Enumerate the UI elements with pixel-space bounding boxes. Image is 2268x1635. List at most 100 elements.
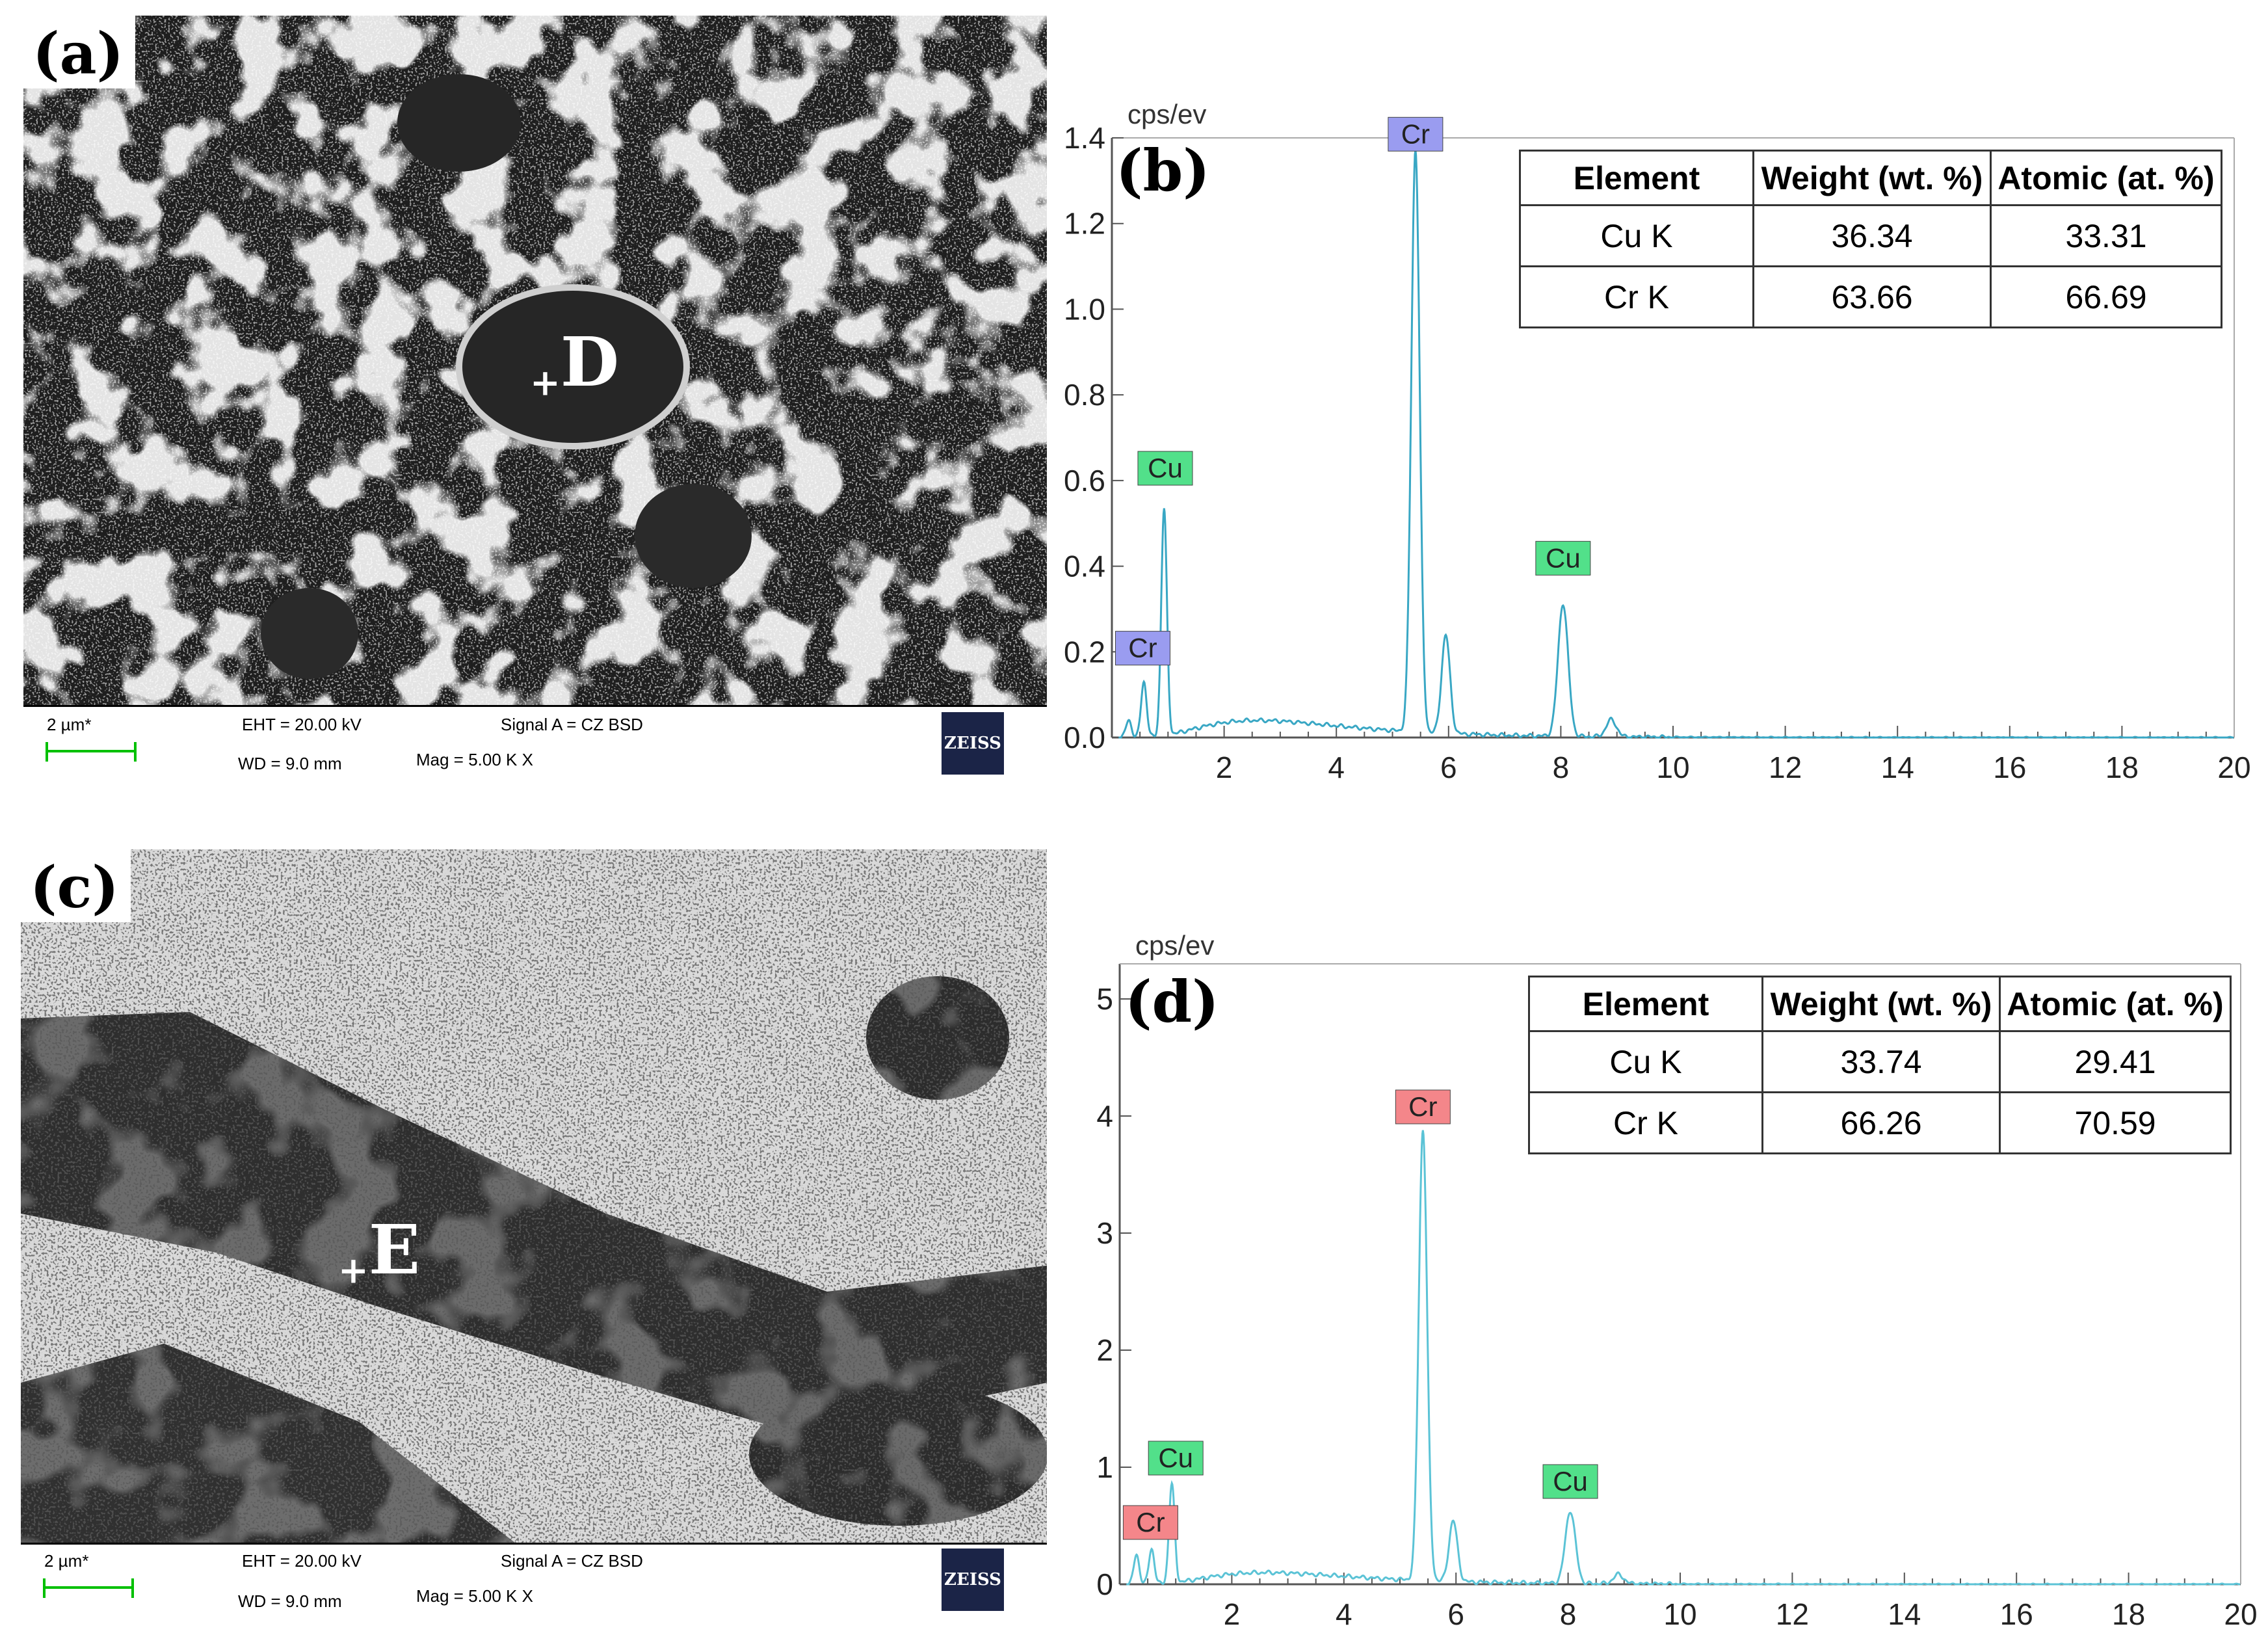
x-tick-label: 10 <box>1663 1597 1696 1631</box>
spectrum-line <box>1126 1130 2241 1586</box>
wd-value: WD = 9.0 mm <box>238 754 342 773</box>
table-header-row: Element Weight (wt. %) Atomic (at. %) <box>1519 150 2222 206</box>
x-tick-label: 20 <box>2217 751 2250 784</box>
y-tick-label: 0 <box>1096 1567 1113 1601</box>
panel-label-a: (a) <box>23 16 136 88</box>
mag-value: Mag = 5.00 K X <box>416 750 533 769</box>
peak-label: Cr <box>1136 1507 1165 1537</box>
peak-label: Cr <box>1408 1091 1437 1122</box>
x-tick-label: 12 <box>1776 1597 1809 1631</box>
signal-value: Signal A = CZ BSD <box>501 1551 643 1571</box>
header-atomic: Atomic (at. %) <box>1990 150 2222 206</box>
table-row: Cu K 36.34 33.31 <box>1519 204 2222 267</box>
sem-texture-a <box>23 16 1047 705</box>
x-tick-label: 2 <box>1216 751 1233 784</box>
x-tick-label: 14 <box>1888 1597 1921 1631</box>
y-unit-label-b: cps/ev <box>1127 99 1207 129</box>
x-tick-label: 4 <box>1328 751 1345 784</box>
cell-weight: 33.74 <box>1761 1030 2001 1093</box>
peak-label: Cu <box>1553 1466 1588 1496</box>
sem-image-c <box>21 849 1047 1543</box>
x-tick-label: 10 <box>1656 751 1689 784</box>
cell-element: Cu K <box>1519 204 1754 267</box>
peak-label-box <box>1122 1505 1178 1540</box>
zeiss-logo: ZEISS <box>942 712 1004 775</box>
header-weight: Weight (wt. %) <box>1752 150 1992 206</box>
y-tick-label: 0.2 <box>1064 635 1105 669</box>
scale-label: 2 µm* <box>44 1551 89 1571</box>
point-marker-d: +D <box>530 322 620 405</box>
marker-plus-icon: + <box>338 1249 369 1292</box>
peak-label-box <box>1388 116 1444 152</box>
x-tick-label: 8 <box>1553 751 1570 784</box>
cell-atomic: 66.69 <box>1990 265 2222 328</box>
y-tick-label: 4 <box>1096 1099 1113 1133</box>
cell-weight: 63.66 <box>1752 265 1992 328</box>
peak-label-box <box>1535 540 1591 576</box>
eht-value: EHT = 20.00 kV <box>242 1551 362 1571</box>
x-tick-label: 6 <box>1447 1597 1464 1631</box>
marker-plus-icon: + <box>530 361 560 405</box>
table-row: Cu K 33.74 29.41 <box>1528 1030 2232 1093</box>
x-tick-label: 6 <box>1440 751 1457 784</box>
x-tick-label: 12 <box>1769 751 1802 784</box>
y-tick-label: 0.8 <box>1064 378 1105 412</box>
composition-table-b: Element Weight (wt. %) Atomic (at. %) Cu… <box>1519 150 2222 328</box>
y-tick-label: 1.0 <box>1064 292 1105 326</box>
header-weight: Weight (wt. %) <box>1761 976 2001 1032</box>
x-tick-label: 8 <box>1560 1597 1577 1631</box>
peak-label: Cr <box>1401 118 1430 149</box>
scale-bar <box>43 1578 134 1598</box>
cell-weight: 36.34 <box>1752 204 1992 267</box>
x-tick-label: 4 <box>1336 1597 1352 1631</box>
peak-label: Cu <box>1148 453 1183 483</box>
sem-texture-c <box>21 849 1047 1543</box>
x-tick-label: 2 <box>1224 1597 1241 1631</box>
peak-label-box <box>1137 451 1193 486</box>
y-tick-label: 5 <box>1096 982 1113 1016</box>
cell-atomic: 70.59 <box>1999 1091 2232 1154</box>
peak-label-box <box>1542 1464 1598 1499</box>
wd-value: WD = 9.0 mm <box>238 1591 342 1611</box>
table-header-row: Element Weight (wt. %) Atomic (at. %) <box>1528 976 2232 1032</box>
cell-atomic: 29.41 <box>1999 1030 2232 1093</box>
signal-value: Signal A = CZ BSD <box>501 715 643 734</box>
sem-databar-c: 2 µm* EHT = 20.00 kV Signal A = CZ BSD W… <box>21 1543 1047 1617</box>
cell-weight: 66.26 <box>1761 1091 2001 1154</box>
peak-label: Cu <box>1158 1442 1193 1473</box>
mag-value: Mag = 5.00 K X <box>416 1586 533 1606</box>
point-marker-e: +E <box>338 1210 421 1292</box>
spectrum-line <box>1118 150 2234 739</box>
cell-element: Cu K <box>1528 1030 1763 1093</box>
scale-bar <box>46 742 137 762</box>
sem-databar-a: 2 µm* EHT = 20.00 kV Signal A = CZ BSD W… <box>23 705 1047 780</box>
eds-spectrum-b: 2 4 6 8 10 12 14 16 18 20 0.0 0.2 0.4 0.6 0.8 1.0 1.2 1.4… <box>1064 116 2251 784</box>
y-tick-label: 0.4 <box>1064 550 1105 583</box>
eht-value: EHT = 20.00 kV <box>242 715 362 734</box>
header-element: Element <box>1519 150 1754 206</box>
sem-image-a <box>23 16 1047 705</box>
x-tick-label: 16 <box>1993 751 2026 784</box>
panel-label-c: (c) <box>21 849 131 922</box>
y-tick-label: 0.0 <box>1064 721 1105 754</box>
y-tick-label: 0.6 <box>1064 464 1105 498</box>
y-tick-label: 2 <box>1096 1333 1113 1367</box>
header-element: Element <box>1528 976 1763 1032</box>
panel-label-d: (d) <box>1125 968 1219 1035</box>
y-tick-label: 1.2 <box>1064 207 1105 241</box>
x-tick-label: 14 <box>1881 751 1914 784</box>
peak-label-box <box>1148 1441 1204 1476</box>
x-tick-label: 20 <box>2224 1597 2257 1631</box>
y-tick-label: 1 <box>1096 1450 1113 1484</box>
y-tick-label: 3 <box>1096 1216 1113 1250</box>
peak-label: Cr <box>1128 633 1157 663</box>
peak-label-box <box>1395 1089 1451 1124</box>
scale-label: 2 µm* <box>47 715 92 734</box>
table-row: Cr K 63.66 66.69 <box>1519 265 2222 328</box>
y-tick-label: 1.4 <box>1064 121 1105 155</box>
cell-element: Cr K <box>1528 1091 1763 1154</box>
cell-element: Cr K <box>1519 265 1754 328</box>
x-tick-label: 16 <box>2000 1597 2033 1631</box>
composition-table-d: Element Weight (wt. %) Atomic (at. %) Cu… <box>1528 976 2232 1154</box>
